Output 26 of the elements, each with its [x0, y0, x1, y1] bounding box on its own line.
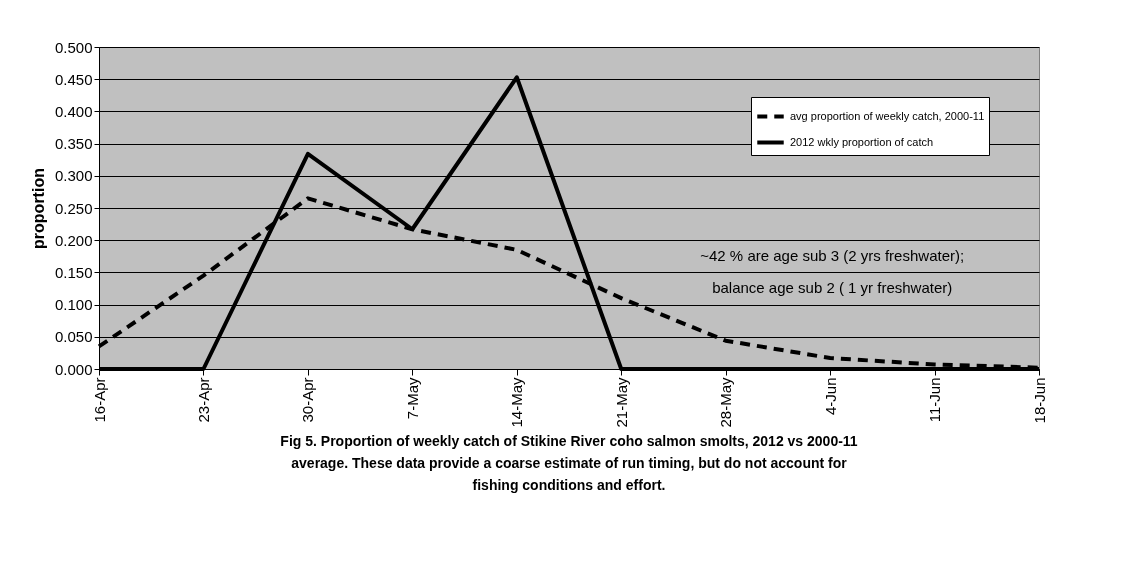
x-tick-label: 30-Apr — [299, 377, 317, 423]
y-tick-label: 0.400 — [54, 102, 93, 120]
legend-label: 2012 wkly proportion of catch — [790, 135, 934, 148]
x-tick-label: 18-Jun — [1030, 377, 1048, 424]
y-axis-title: proportion — [29, 168, 47, 249]
y-tick-label: 0.450 — [54, 70, 93, 88]
y-tick-label: 0.200 — [54, 231, 93, 249]
caption: Fig 5. Proportion of weekly catch of Stikine River coho salmon smolts, 2012 vs 2000-11 average. These data provide a coarse estimate of run timing, but do not account for fishing conditions and effort. — [280, 433, 858, 494]
annotation: ~42 % are age sub 3 (2 yrs freshwater); balance age sub 2 ( 1 yr freshwater) — [700, 247, 965, 297]
x-tick-label: 14-May — [508, 377, 526, 428]
x-tick-label: 16-Apr — [90, 377, 108, 423]
x-tick-label: 23-Apr — [194, 377, 212, 423]
y-tick-label: 0.250 — [54, 199, 93, 217]
y-tick-label: 0.300 — [54, 167, 93, 185]
x-tick-label: 11-Jun — [926, 377, 944, 423]
x-tick-label: 7-May — [403, 377, 421, 420]
y-tick-label: 0.100 — [54, 296, 93, 314]
x-tick-label: 28-May — [717, 377, 735, 428]
y-tick-label: 0.150 — [54, 263, 93, 281]
x-tick-label: 4-Jun — [821, 377, 839, 416]
legend-label: avg proportion of weekly catch, 2000-11 — [790, 109, 985, 122]
x-tick-label: 21-May — [612, 377, 630, 428]
y-tick-label: 0.050 — [54, 328, 93, 346]
y-tick-label: 0.500 — [54, 38, 93, 56]
y-tick-label: 0.000 — [54, 360, 93, 378]
y-tick-label: 0.350 — [54, 135, 93, 153]
